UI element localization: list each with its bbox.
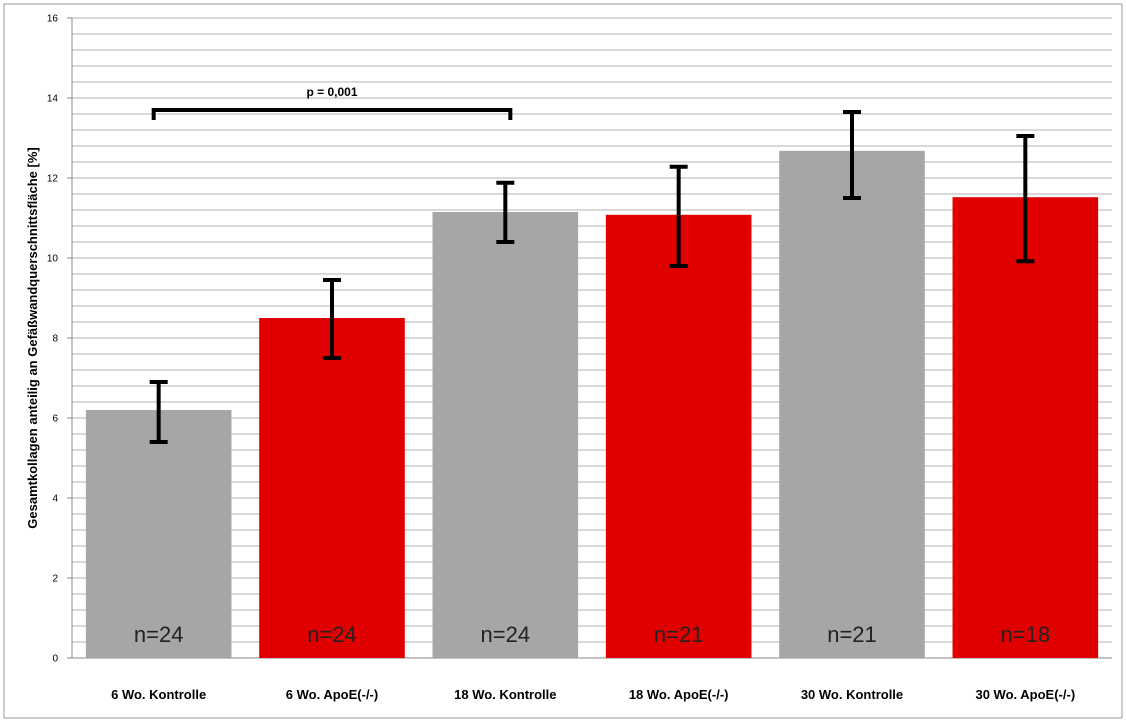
x-axis-labels: 6 Wo. Kontrolle 6 Wo. ApoE(-/-) 18 Wo. Kon…: [111, 687, 1075, 702]
y-axis: 0 2 4 6 8 10 12 14 16: [47, 14, 1112, 665]
x-tick-label: 30 Wo. Kontrolle: [801, 687, 903, 702]
y-tick-label: 4: [52, 494, 58, 505]
bar: [432, 212, 579, 658]
significance-annotation: p = 0,001: [151, 85, 513, 120]
y-tick-label: 6: [52, 414, 58, 425]
x-tick-label: 6 Wo. ApoE(-/-): [286, 687, 378, 702]
y-tick-label: 0: [52, 654, 58, 665]
sample-size-label: n=21: [654, 622, 704, 647]
x-tick-label: 30 Wo. ApoE(-/-): [975, 687, 1075, 702]
bar: [779, 150, 925, 659]
x-tick-label: 18 Wo. Kontrolle: [454, 687, 556, 702]
y-tick-label: 8: [52, 334, 58, 345]
x-tick-label: 18 Wo. ApoE(-/-): [629, 687, 729, 702]
sample-size-label: n=24: [307, 622, 357, 647]
bar: [605, 214, 752, 659]
y-tick-label: 10: [47, 254, 59, 265]
sample-size-label: n=21: [827, 622, 877, 647]
bar: [259, 318, 405, 658]
sample-size-label: n=24: [481, 622, 531, 647]
y-tick-label: 2: [52, 574, 58, 585]
significance-bracket: [151, 108, 513, 120]
sample-size-labels: n=24 n=24 n=24 n=21 n=21 n=18: [134, 622, 1050, 647]
sample-size-label: n=24: [134, 622, 184, 647]
y-tick-label: 12: [47, 174, 59, 185]
sample-size-label: n=18: [1001, 622, 1051, 647]
significance-label: p = 0,001: [306, 85, 357, 99]
y-axis-label: Gesamtkollagen anteilig an Gefäßwandquer…: [25, 147, 40, 528]
y-tick-label: 16: [47, 14, 59, 25]
y-tick-label: 14: [47, 94, 59, 105]
error-bars: [149, 110, 1035, 444]
bars: [85, 150, 1099, 659]
x-tick-label: 6 Wo. Kontrolle: [111, 687, 206, 702]
bar: [952, 197, 1099, 658]
bar: [85, 410, 232, 658]
